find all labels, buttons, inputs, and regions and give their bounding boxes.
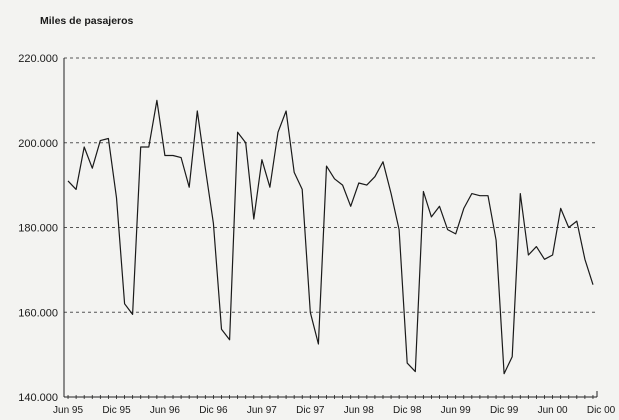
- series-layer: [67, 99, 594, 375]
- y-tick-label: 180.000: [18, 223, 58, 235]
- x-tick-label: Dic 95: [102, 405, 131, 416]
- y-tick-label: 200.000: [18, 138, 58, 150]
- y-axis-title: Miles de pasajeros: [40, 15, 134, 27]
- y-tick-label: 220.000: [18, 53, 58, 65]
- x-tick-label: Dic 99: [490, 405, 519, 416]
- x-tick-label: Jun 96: [150, 405, 180, 416]
- x-tick-label: Dic 00: [587, 405, 616, 416]
- x-tick-label: Dic 98: [393, 405, 422, 416]
- y-tick-label: 160.000: [18, 307, 58, 319]
- x-tick-labels: Jun 95 Dic 95 Jun 96 Dic 96 Jun 97 Dic 97 Jun …: [53, 405, 616, 416]
- x-tick-label: Dic 96: [199, 405, 228, 416]
- series-line: [67, 99, 594, 375]
- y-tick-labels: 140.000 160.000 180.000 200.000 220.000: [18, 53, 58, 404]
- gridlines: [64, 57, 597, 313]
- x-tick-label: Jun 98: [344, 405, 374, 416]
- y-tick-label: 140.000: [18, 392, 58, 404]
- x-tick-label: Dic 97: [296, 405, 325, 416]
- axes: [63, 58, 598, 399]
- x-tick-label: Jun 00: [538, 405, 568, 416]
- x-tick-label: Jun 99: [441, 405, 471, 416]
- x-tick-label: Jun 97: [247, 405, 277, 416]
- x-tick-label: Jun 95: [53, 405, 83, 416]
